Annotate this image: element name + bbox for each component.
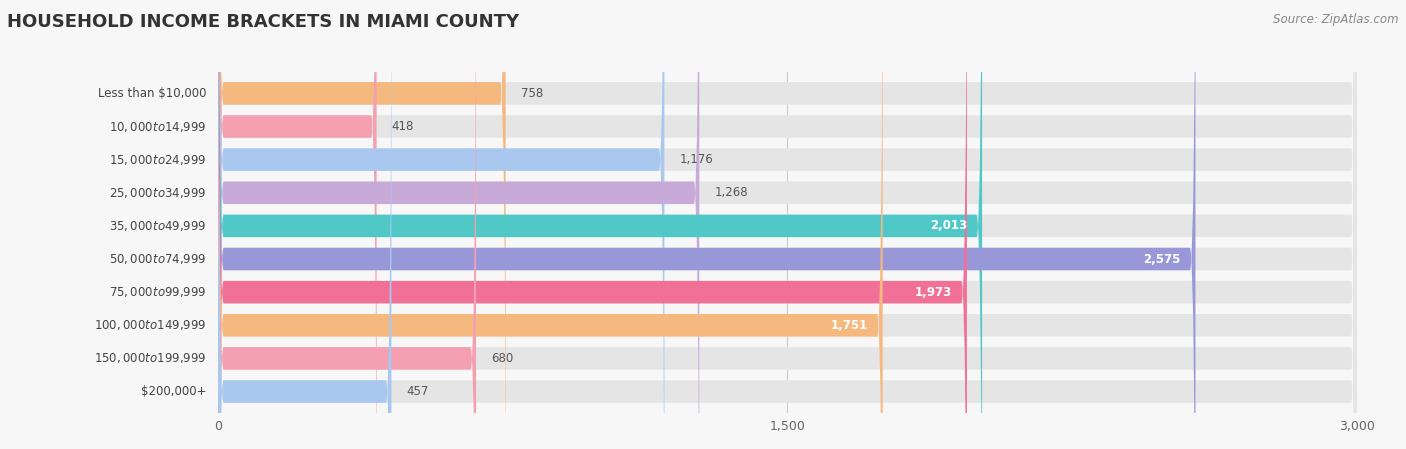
Text: HOUSEHOLD INCOME BRACKETS IN MIAMI COUNTY: HOUSEHOLD INCOME BRACKETS IN MIAMI COUNT… bbox=[7, 13, 519, 31]
Text: 1,176: 1,176 bbox=[679, 153, 713, 166]
Text: 758: 758 bbox=[520, 87, 543, 100]
Text: $15,000 to $24,999: $15,000 to $24,999 bbox=[110, 153, 207, 167]
FancyBboxPatch shape bbox=[218, 0, 477, 449]
Text: $35,000 to $49,999: $35,000 to $49,999 bbox=[110, 219, 207, 233]
FancyBboxPatch shape bbox=[218, 0, 967, 449]
Text: 2,575: 2,575 bbox=[1143, 252, 1180, 265]
FancyBboxPatch shape bbox=[218, 0, 506, 449]
FancyBboxPatch shape bbox=[218, 0, 1357, 449]
FancyBboxPatch shape bbox=[218, 0, 1357, 449]
FancyBboxPatch shape bbox=[218, 0, 883, 449]
FancyBboxPatch shape bbox=[218, 0, 377, 449]
Text: 1,973: 1,973 bbox=[914, 286, 952, 299]
Text: $10,000 to $14,999: $10,000 to $14,999 bbox=[110, 119, 207, 133]
FancyBboxPatch shape bbox=[218, 0, 1357, 449]
Text: 457: 457 bbox=[406, 385, 429, 398]
Text: 418: 418 bbox=[392, 120, 415, 133]
FancyBboxPatch shape bbox=[218, 0, 1357, 449]
FancyBboxPatch shape bbox=[218, 0, 1357, 449]
Text: Less than $10,000: Less than $10,000 bbox=[98, 87, 207, 100]
Text: $200,000+: $200,000+ bbox=[141, 385, 207, 398]
Text: $50,000 to $74,999: $50,000 to $74,999 bbox=[110, 252, 207, 266]
Text: 1,751: 1,751 bbox=[830, 319, 868, 332]
Text: 1,268: 1,268 bbox=[714, 186, 748, 199]
Text: $150,000 to $199,999: $150,000 to $199,999 bbox=[94, 352, 207, 365]
FancyBboxPatch shape bbox=[218, 0, 665, 449]
FancyBboxPatch shape bbox=[218, 0, 1357, 449]
Text: Source: ZipAtlas.com: Source: ZipAtlas.com bbox=[1274, 13, 1399, 26]
FancyBboxPatch shape bbox=[218, 0, 1357, 449]
FancyBboxPatch shape bbox=[218, 0, 1195, 449]
FancyBboxPatch shape bbox=[218, 0, 1357, 449]
Text: 680: 680 bbox=[491, 352, 513, 365]
Text: 2,013: 2,013 bbox=[929, 220, 967, 233]
FancyBboxPatch shape bbox=[218, 0, 1357, 449]
Text: $100,000 to $149,999: $100,000 to $149,999 bbox=[94, 318, 207, 332]
FancyBboxPatch shape bbox=[218, 0, 983, 449]
FancyBboxPatch shape bbox=[218, 0, 1357, 449]
Text: $25,000 to $34,999: $25,000 to $34,999 bbox=[110, 186, 207, 200]
Text: $75,000 to $99,999: $75,000 to $99,999 bbox=[110, 285, 207, 299]
FancyBboxPatch shape bbox=[218, 0, 391, 449]
FancyBboxPatch shape bbox=[218, 0, 699, 449]
